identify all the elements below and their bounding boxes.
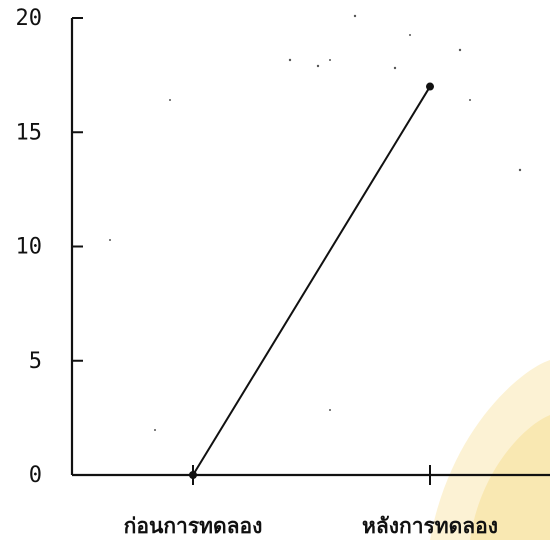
x-axis-ticks: ก่อนการทดลอง หลังการทดลอง (124, 465, 498, 538)
data-point (426, 82, 434, 91)
series-line (192, 86, 431, 476)
y-tick-label: 0 (29, 463, 42, 488)
y-tick-label: 15 (16, 120, 43, 145)
y-tick-label: 20 (16, 6, 43, 31)
watermark-seal (430, 360, 550, 540)
x-category-label: ก่อนการทดลอง (124, 514, 263, 538)
data-point (189, 471, 197, 479)
y-tick-label: 10 (16, 235, 43, 260)
scan-specks (109, 14, 522, 431)
y-tick-label: 5 (29, 349, 42, 374)
y-axis-ticks: 0 5 10 15 20 (16, 6, 83, 488)
series-layer (189, 82, 434, 479)
x-category-label: หลังการทดลอง (362, 514, 498, 538)
